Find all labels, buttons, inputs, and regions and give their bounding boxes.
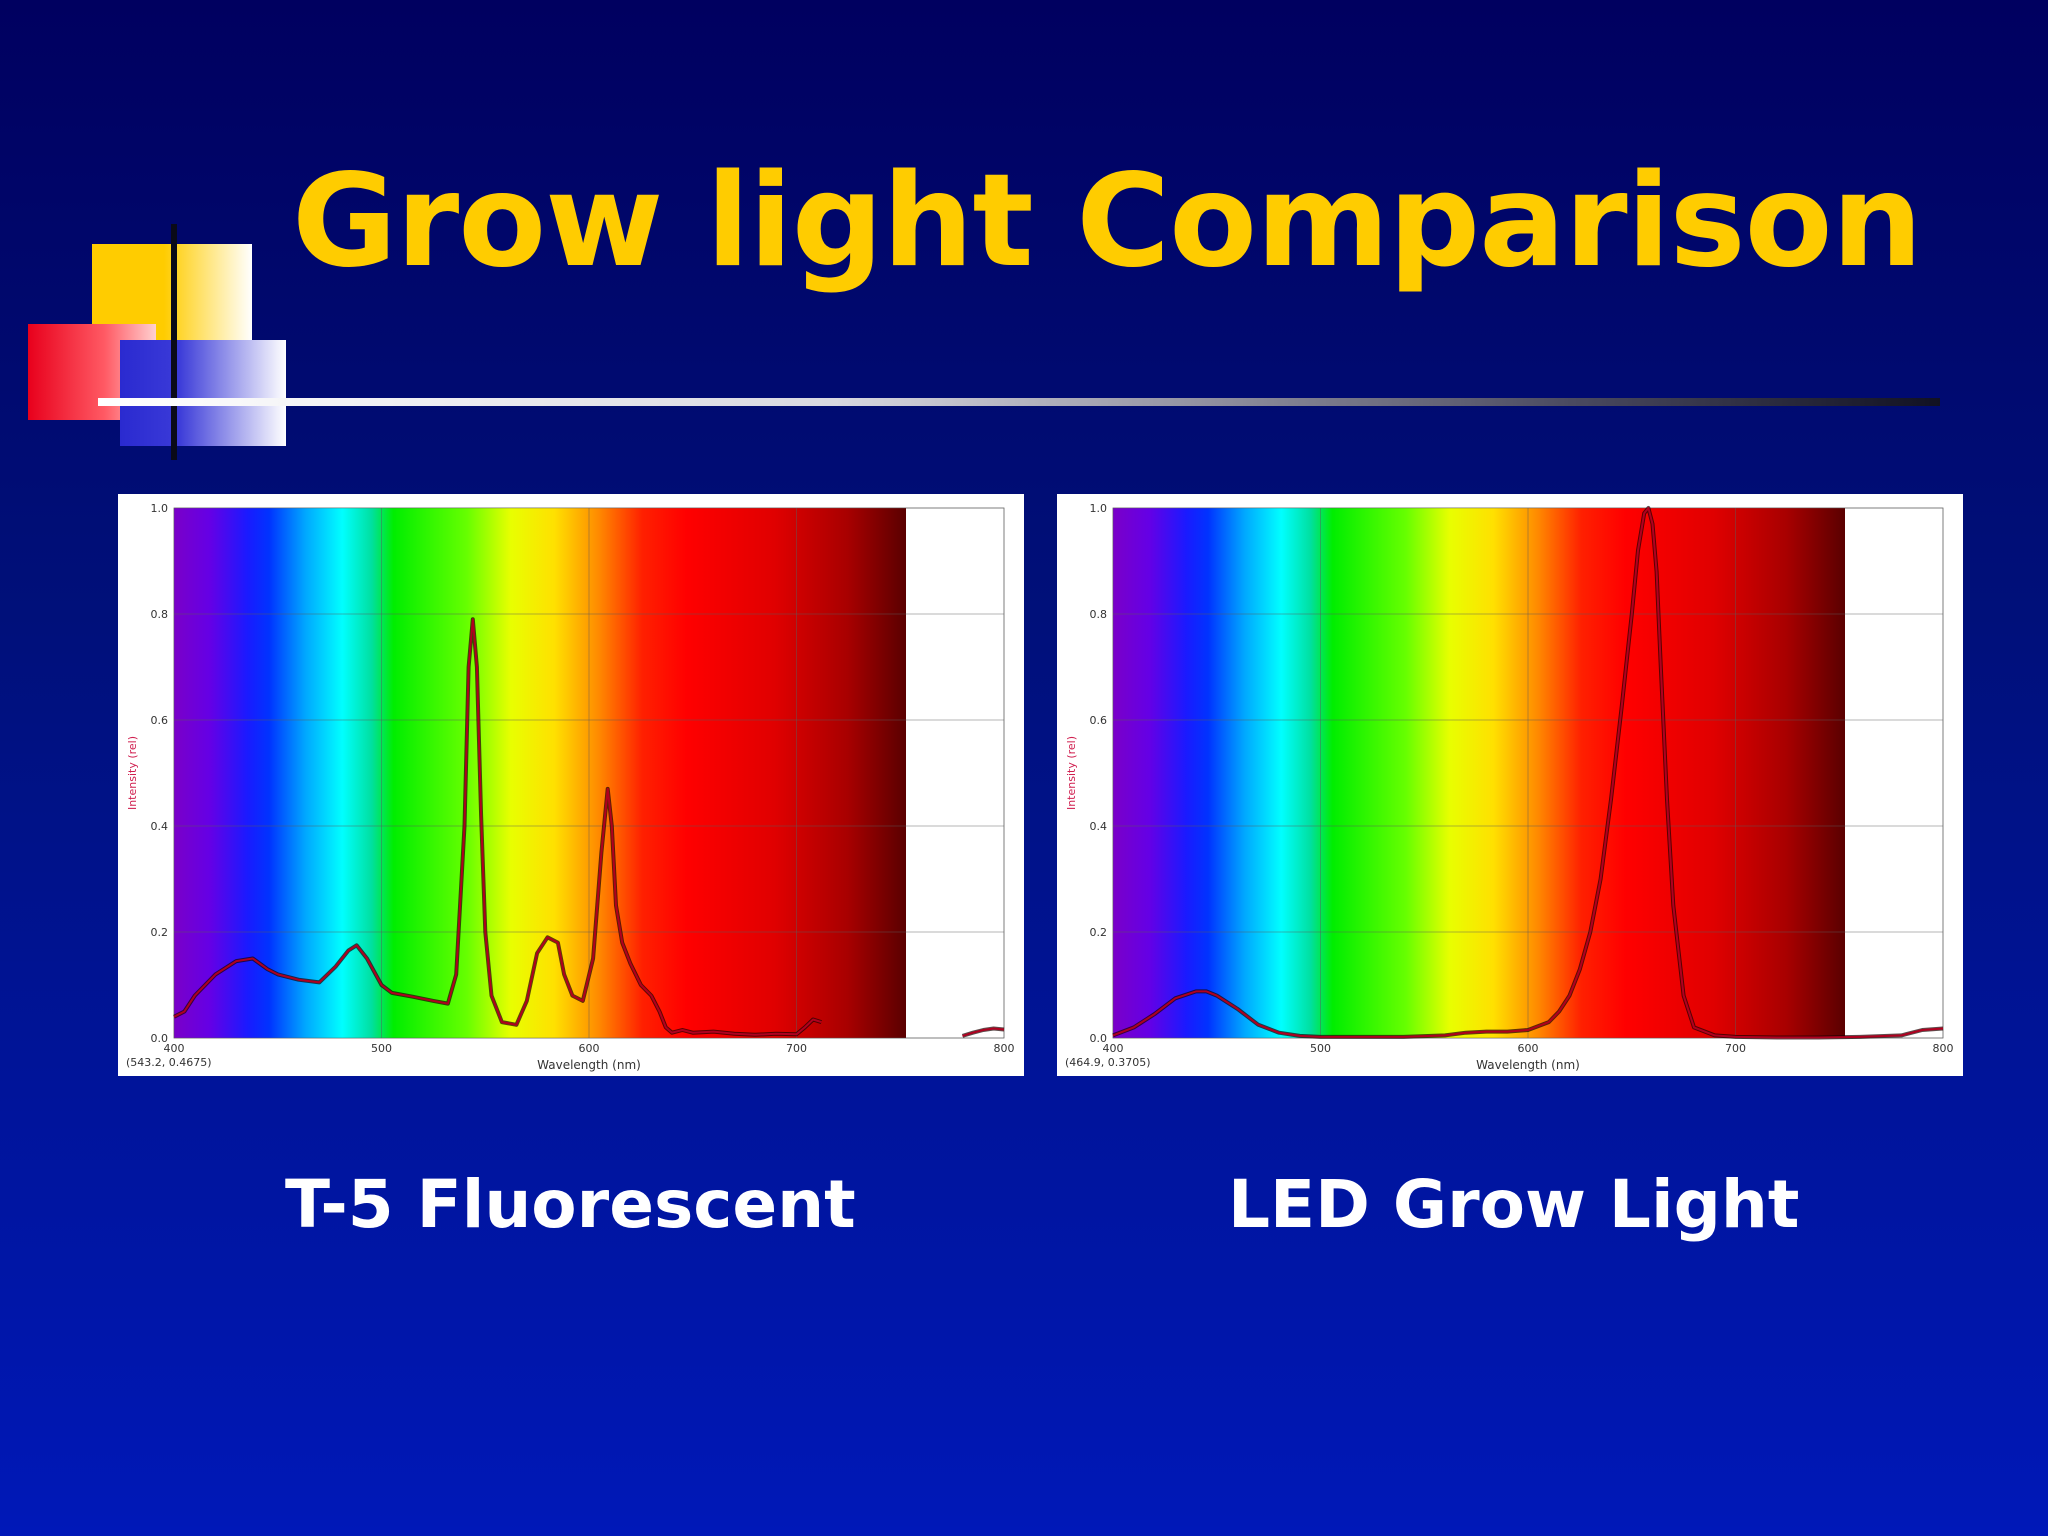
caption-led-grow-light: LED Grow Light <box>1228 1166 1800 1243</box>
y-tick-label: 0.8 <box>1090 608 1108 621</box>
series-line <box>1112 507 1944 1039</box>
slide-title: Grow light Comparison <box>292 147 1923 296</box>
y-tick-label: 0.4 <box>1090 820 1108 833</box>
chart-t5-fluorescent: 0.0 0.2 0.4 0.6 0.8 1.0 400 500 600 700 800 Wavelen… <box>118 494 1024 1076</box>
y-axis-label: Intensity (rel) <box>1065 736 1078 810</box>
chart-led-grow-light: 0.0 0.2 0.4 0.6 0.8 1.0 400 500 600 700 800 Wavelen… <box>1057 494 1963 1076</box>
y-tick-label: 1.0 <box>151 502 169 515</box>
decor-vertical-line <box>171 224 177 460</box>
x-tick-label: 400 <box>164 1042 185 1055</box>
y-tick-label: 1.0 <box>1090 502 1108 515</box>
y-tick-label: 0.4 <box>151 820 169 833</box>
x-tick-label: 600 <box>579 1042 600 1055</box>
y-tick-label: 0.0 <box>151 1032 169 1045</box>
x-tick-label: 500 <box>371 1042 392 1055</box>
x-axis-label: Wavelength (nm) <box>537 1058 641 1072</box>
y-tick-label: 0.6 <box>1090 714 1108 727</box>
title-underline <box>98 398 1940 406</box>
caption-t5-fluorescent: T-5 Fluorescent <box>285 1166 856 1243</box>
series-line <box>173 618 822 1036</box>
spectrum-band <box>1113 508 1845 1038</box>
x-tick-label: 800 <box>1933 1042 1954 1055</box>
x-axis-label: Wavelength (nm) <box>1476 1058 1580 1072</box>
coordinate-readout: (464.9, 0.3705) <box>1065 1056 1151 1069</box>
x-tick-label: 800 <box>994 1042 1015 1055</box>
coordinate-readout: (543.2, 0.4675) <box>126 1056 212 1069</box>
chart-svg-t5-fluorescent: 0.0 0.2 0.4 0.6 0.8 1.0 400 500 600 700 800 Wavelen… <box>126 502 1015 1072</box>
x-tick-label: 600 <box>1518 1042 1539 1055</box>
y-tick-label: 0.8 <box>151 608 169 621</box>
y-axis-label: Intensity (rel) <box>126 736 139 810</box>
y-tick-label: 0.2 <box>1090 926 1108 939</box>
decor-blue-square <box>120 340 286 446</box>
series-line <box>962 1027 1005 1037</box>
y-tick-label: 0.6 <box>151 714 169 727</box>
x-tick-label: 400 <box>1103 1042 1124 1055</box>
x-tick-label: 700 <box>786 1042 807 1055</box>
y-tick-label: 0.0 <box>1090 1032 1108 1045</box>
x-tick-label: 700 <box>1725 1042 1746 1055</box>
chart-svg-led-grow-light: 0.0 0.2 0.4 0.6 0.8 1.0 400 500 600 700 800 Wavelen… <box>1065 502 1954 1072</box>
y-tick-label: 0.2 <box>151 926 169 939</box>
x-tick-label: 500 <box>1310 1042 1331 1055</box>
